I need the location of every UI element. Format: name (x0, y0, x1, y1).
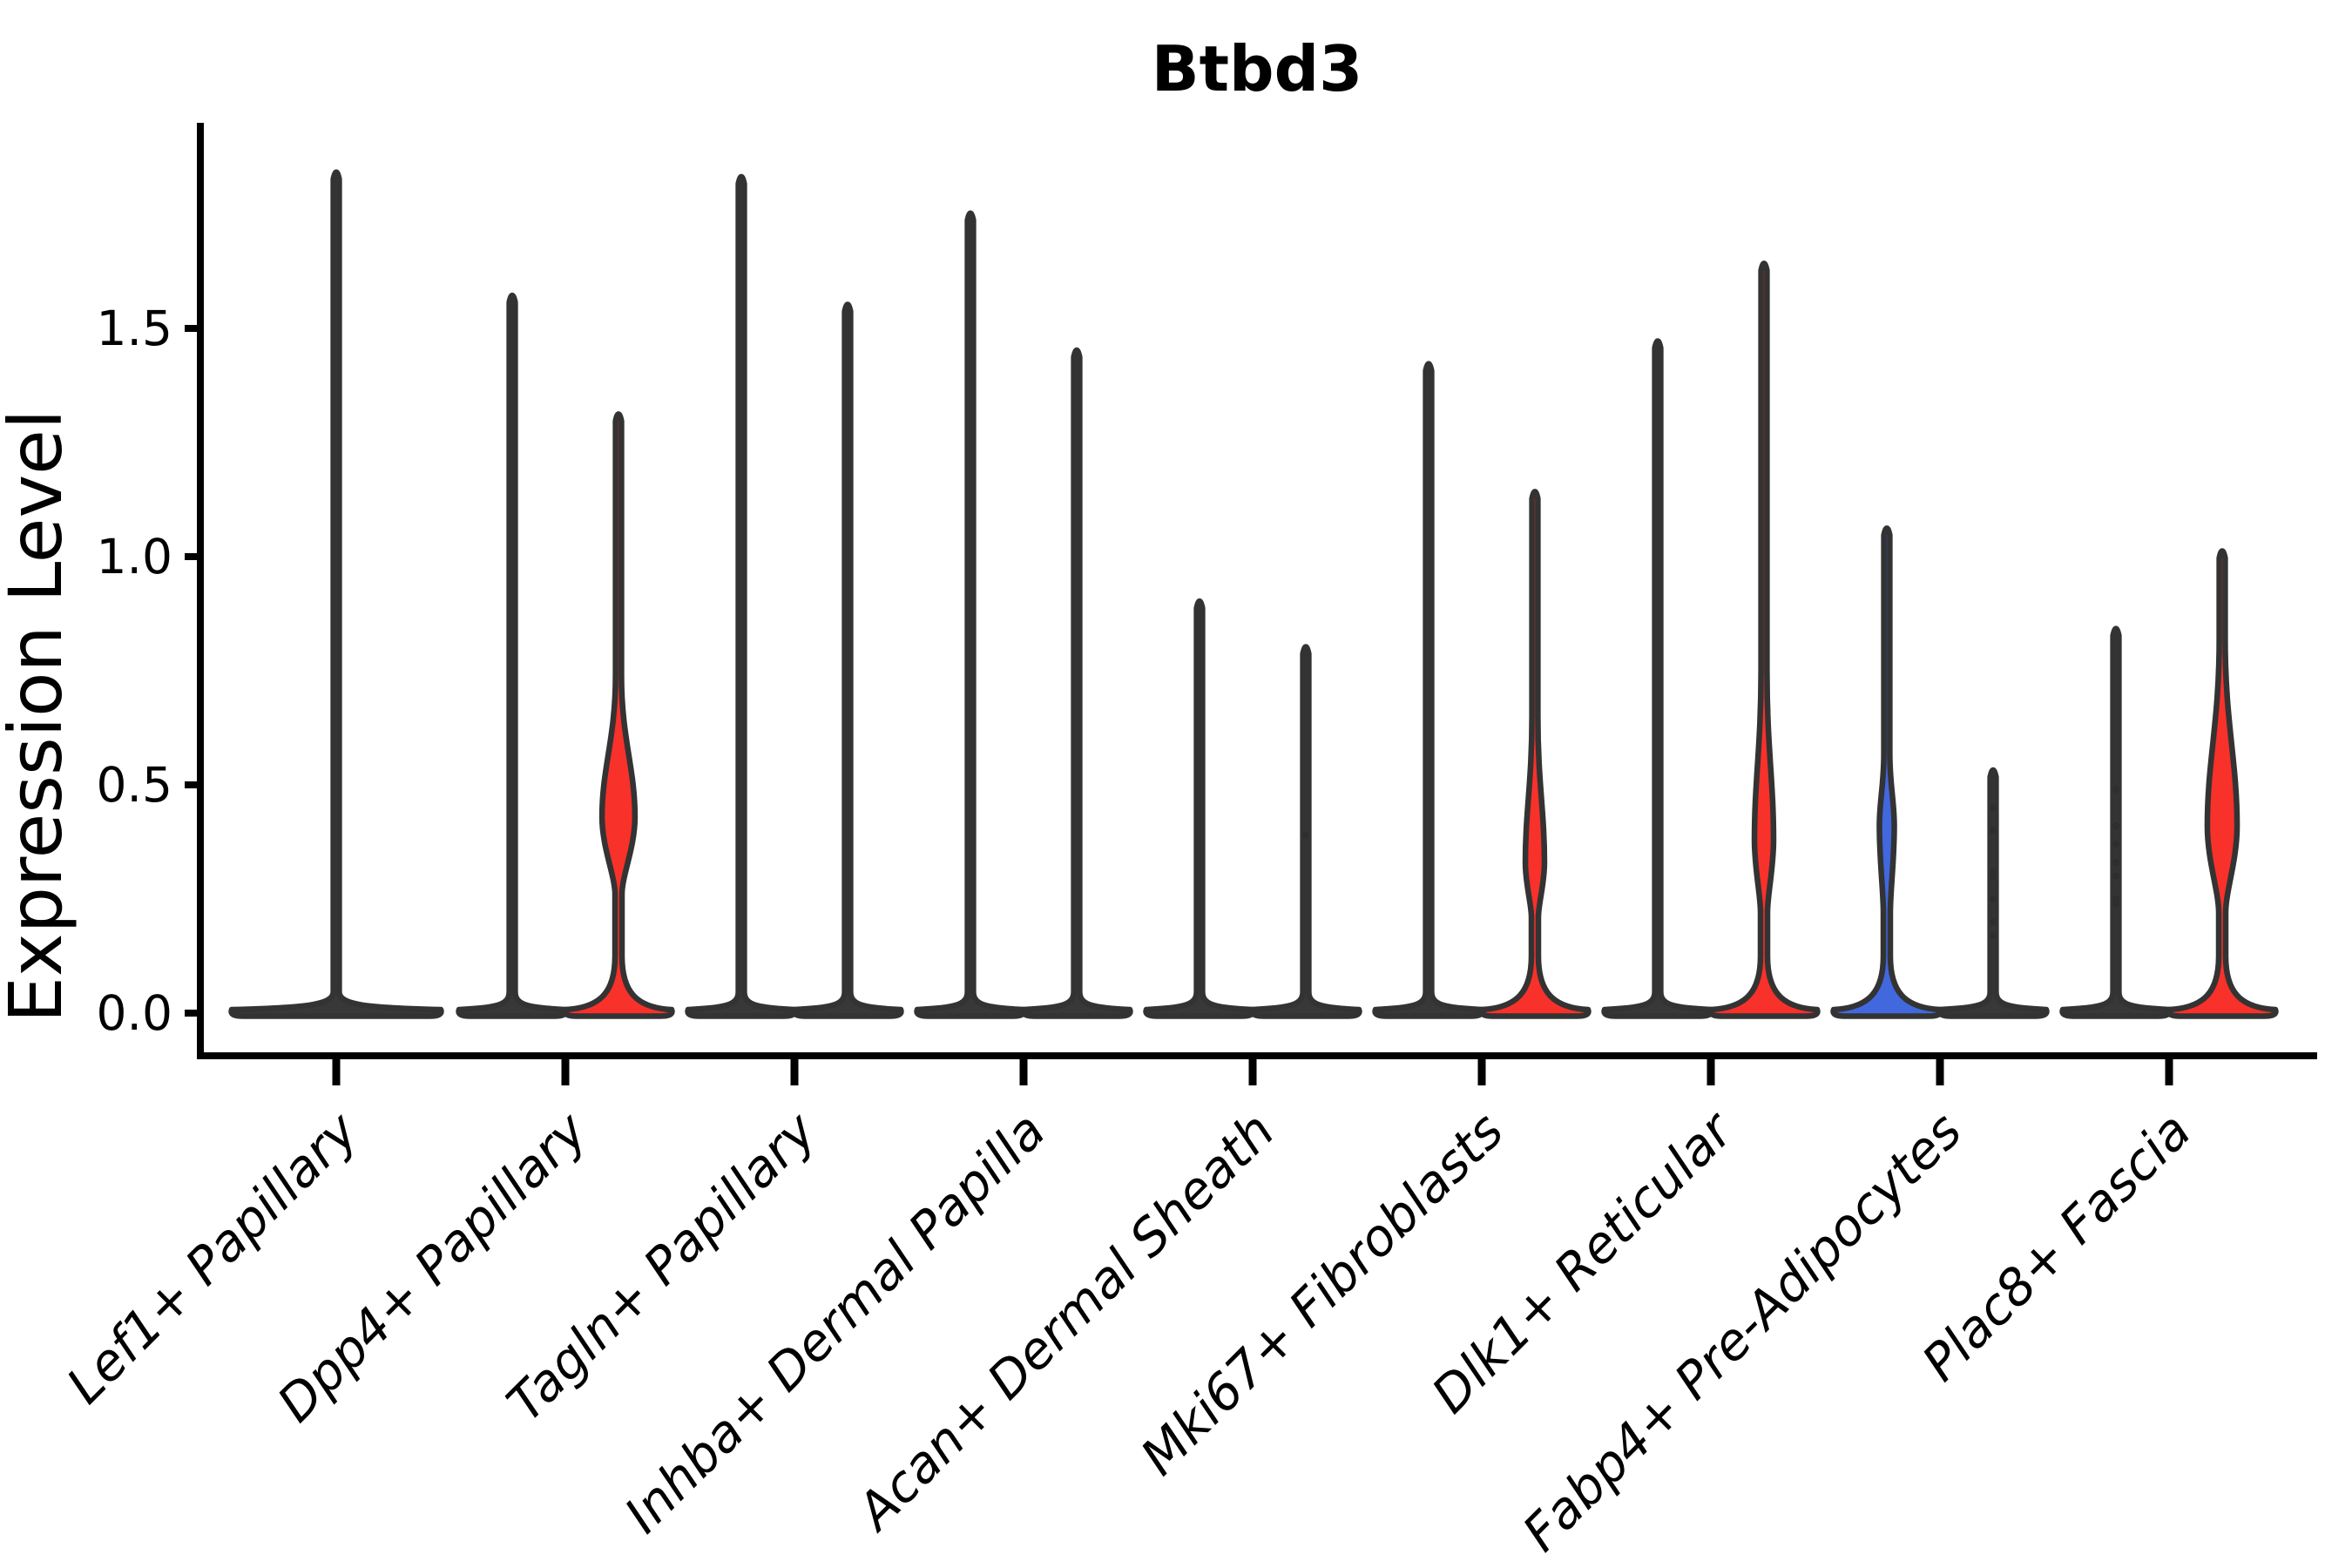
violin-mki67-right (1478, 489, 1592, 1019)
jitter-point (1989, 827, 1997, 835)
jitter-point (2112, 840, 2120, 848)
violin-fabp4-left (1830, 525, 1943, 1019)
x-tick-mark (1707, 1059, 1715, 1085)
y-tick-mark (185, 781, 200, 788)
violin-dpp4-left (456, 292, 569, 1019)
y-axis-label: Expression Level (0, 409, 78, 1023)
violin-tagln-left (685, 173, 798, 1019)
violin-lef1-single (228, 169, 444, 1019)
x-tick-label: Acan+ Dermal Sheath (843, 1101, 1286, 1544)
y-tick-label: 0.0 (97, 985, 172, 1041)
x-tick-mark (2165, 1059, 2173, 1085)
jitter-point (1301, 831, 1310, 839)
jitter-point (2112, 786, 2120, 794)
chart-title: Btbd3 (1152, 32, 1362, 105)
violin-tagln-right (791, 301, 904, 1019)
violin-inhba-right (1020, 347, 1133, 1019)
jitter-point (1989, 918, 1997, 926)
y-tick-label: 1.0 (97, 529, 172, 585)
jitter-point (2112, 858, 2120, 867)
x-tick-mark (1019, 1059, 1028, 1085)
y-tick-label: 0.5 (97, 757, 172, 813)
jitter-point (1989, 804, 1997, 812)
violin-dlk1-left (1601, 338, 1714, 1019)
x-tick-mark (561, 1059, 570, 1085)
jitter-point (2112, 900, 2120, 908)
y-tick-mark (185, 1010, 200, 1017)
x-tick-label: Fabp4+ Pre-Adipocytes (1511, 1101, 1973, 1563)
violin-fabp4-right (1936, 767, 2050, 1019)
x-tick-mark (1936, 1059, 1944, 1085)
x-tick-mark (1248, 1059, 1257, 1085)
violin-inhba-left (914, 210, 1027, 1019)
x-tick-label: Inhba+ Dermal Papilla (613, 1101, 1057, 1544)
jitter-point (2112, 821, 2120, 830)
violin-dlk1-right (1707, 260, 1821, 1019)
y-tick-mark (185, 553, 200, 560)
bottom-spine (197, 1052, 2317, 1059)
jitter-point (1989, 931, 1997, 940)
axes-spines (197, 123, 2317, 1059)
violin-acan-left (1143, 598, 1256, 1019)
violin-dpp4-right (562, 411, 675, 1019)
x-tick-mark (790, 1059, 799, 1085)
left-spine (197, 123, 204, 1059)
y-axis: 0.0 0.5 1.0 1.5 (97, 301, 200, 1041)
jitter-point (2112, 872, 2120, 880)
violin-mki67-left (1372, 361, 1485, 1019)
x-tick-mark (332, 1059, 341, 1085)
x-tick-mark (1477, 1059, 1486, 1085)
violin-series (228, 169, 2279, 1019)
jitter-point (1989, 872, 1997, 880)
y-tick-label: 1.5 (97, 301, 172, 356)
y-tick-mark (185, 325, 200, 332)
jitter-point (1989, 895, 1997, 903)
violin-plac8-right (2166, 548, 2279, 1019)
